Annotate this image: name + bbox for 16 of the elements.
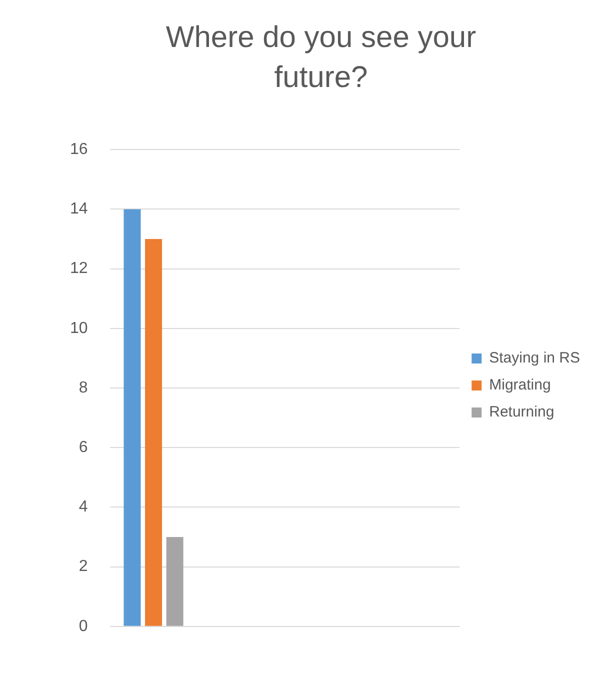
legend-label: Returning (489, 404, 554, 421)
y-tick-label: 4 (78, 498, 88, 516)
y-tick-label: 14 (70, 200, 88, 218)
y-tick-label: 6 (78, 439, 88, 456)
bar (166, 537, 184, 626)
y-tick-label: 12 (70, 260, 88, 278)
bar (124, 209, 141, 626)
y-tick-label: 0 (78, 618, 88, 635)
y-tick-label: 16 (70, 141, 88, 158)
bar (145, 239, 162, 626)
y-tick-label: 2 (78, 558, 88, 576)
legend-label: Migrating (489, 376, 551, 394)
chart-title: Where do you see your future? (164, 20, 478, 96)
y-tick-label: 10 (70, 320, 88, 337)
y-tick-label: 8 (78, 379, 88, 396)
legend-label: Staying in RS (489, 350, 580, 367)
